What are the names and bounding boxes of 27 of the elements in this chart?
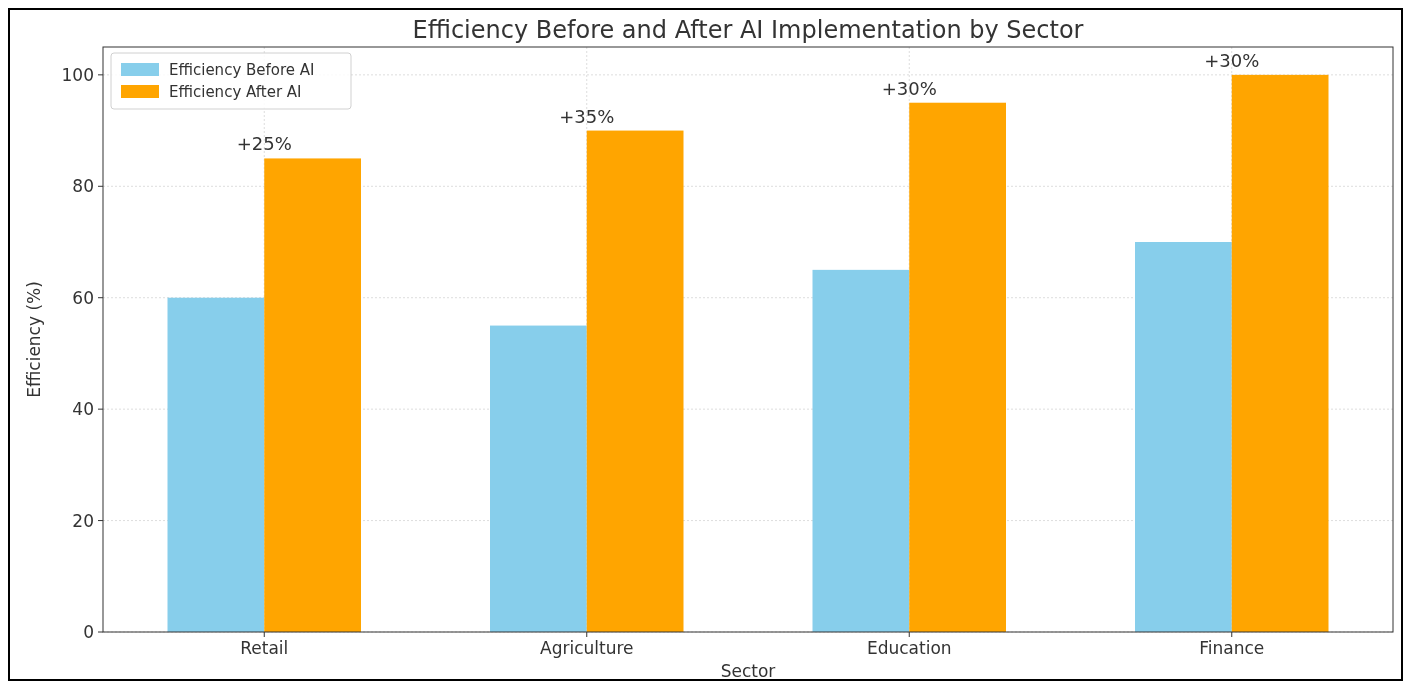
- annotation: +30%: [881, 77, 937, 99]
- y-tick-label: 60: [72, 287, 94, 308]
- x-tick-label: Agriculture: [540, 638, 634, 658]
- bar: [264, 158, 361, 632]
- annotation: +35%: [559, 105, 615, 127]
- chart-title: Efficiency Before and After AI Implementation by Sector: [412, 16, 1084, 44]
- annotation: +30%: [1204, 49, 1260, 71]
- bar: [167, 297, 265, 632]
- y-axis-title: Efficiency (%): [24, 281, 44, 398]
- y-tick-label: 100: [61, 64, 94, 85]
- y-tick-label: 80: [72, 176, 94, 197]
- bar: [812, 269, 910, 632]
- annotation: +25%: [236, 133, 292, 155]
- x-tick-label: Finance: [1199, 638, 1265, 658]
- legend-label: Efficiency Before AI: [169, 61, 315, 80]
- x-tick-label: Retail: [240, 638, 289, 658]
- x-tick-label: Education: [866, 638, 952, 658]
- y-tick-label: 0: [83, 621, 94, 642]
- bar: [909, 102, 1006, 632]
- y-tick-label: 20: [72, 510, 94, 531]
- bar: [490, 325, 587, 632]
- bar: [1135, 242, 1232, 632]
- bar: [586, 130, 684, 632]
- bar: [1231, 74, 1329, 632]
- x-axis-title: Sector: [720, 661, 776, 681]
- y-tick-label: 40: [72, 399, 94, 420]
- legend-label: Efficiency After AI: [169, 83, 302, 102]
